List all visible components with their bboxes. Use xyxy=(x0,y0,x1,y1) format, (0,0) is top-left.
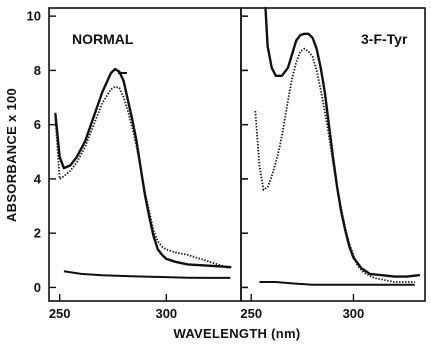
y-tick-label: 4 xyxy=(34,171,42,186)
panel-title-normal: NORMAL xyxy=(72,31,134,47)
panel-title-3f-tyr: 3-F-Tyr xyxy=(361,31,408,47)
solid-spectrum-curve xyxy=(54,67,232,269)
x-tick-label: 250 xyxy=(49,306,71,321)
axis-ticks xyxy=(49,15,355,301)
axis-tick-labels: 0 2 4 6 8 10 250 300 250 300 xyxy=(27,9,365,321)
spectra-curves xyxy=(54,6,421,286)
x-tick-label: 300 xyxy=(155,306,177,321)
y-tick-label: 2 xyxy=(34,226,41,241)
y-tick-label: 8 xyxy=(34,63,41,78)
panel-right-frame xyxy=(240,7,426,302)
y-tick-label: 0 xyxy=(34,280,41,295)
x-tick-label: 300 xyxy=(343,306,365,321)
baseline-curve xyxy=(63,270,231,279)
y-tick-label: 6 xyxy=(34,117,41,132)
y-tick-label: 10 xyxy=(27,9,41,24)
solid-spectrum-curve xyxy=(264,6,421,278)
dotted-spectrum-curve xyxy=(254,47,415,283)
baseline-curve xyxy=(259,281,415,286)
x-tick-label: 250 xyxy=(240,306,262,321)
panel-3f-tyr-frame xyxy=(240,7,426,302)
dotted-spectrum-curve xyxy=(54,85,231,270)
y-axis-label: ABSORBANCE x 100 xyxy=(4,88,19,222)
x-axis-label: WAVELENGTH (nm) xyxy=(173,326,300,341)
